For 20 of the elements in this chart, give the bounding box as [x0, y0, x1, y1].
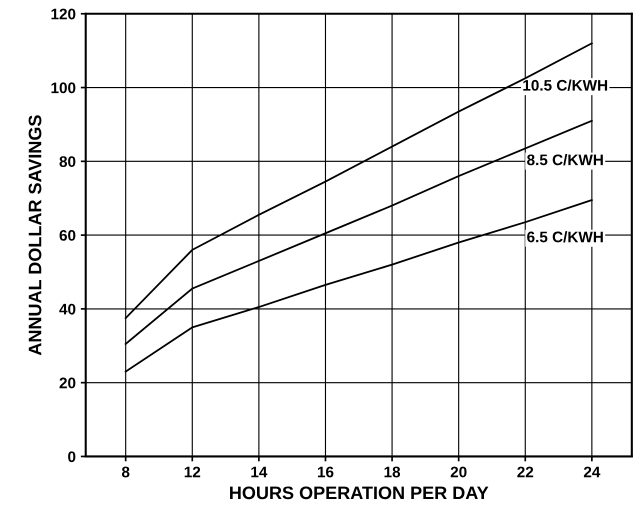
y-tick-label: 100	[51, 82, 76, 94]
x-tick-label: 16	[318, 466, 334, 478]
y-tick-label: 120	[51, 8, 76, 20]
x-tick-label: 12	[184, 466, 200, 478]
series-label: 6.5 C/KWH	[527, 231, 603, 243]
y-axis-title: ANNUAL DOLLAR SAVINGS	[28, 115, 42, 356]
x-tick-label: 20	[450, 466, 467, 478]
y-tick-label: 40	[59, 304, 76, 315]
x-tick-label: 14	[251, 466, 268, 478]
series-label: 10.5 C/KWH	[523, 80, 608, 91]
x-axis-title: HOURS OPERATION PER DAY	[230, 486, 488, 500]
y-tick-label: 20	[60, 378, 76, 388]
x-tick-label: 18	[384, 466, 400, 478]
y-tick-label: 0	[68, 451, 76, 462]
x-tick-label: 22	[517, 466, 534, 478]
y-tick-label: 60	[60, 230, 76, 241]
x-tick-label: 24	[584, 466, 600, 478]
x-tick-label: 8	[122, 466, 130, 478]
y-tick-label: 80	[59, 156, 76, 168]
series-label: 8.5 C/KWH	[527, 154, 603, 166]
